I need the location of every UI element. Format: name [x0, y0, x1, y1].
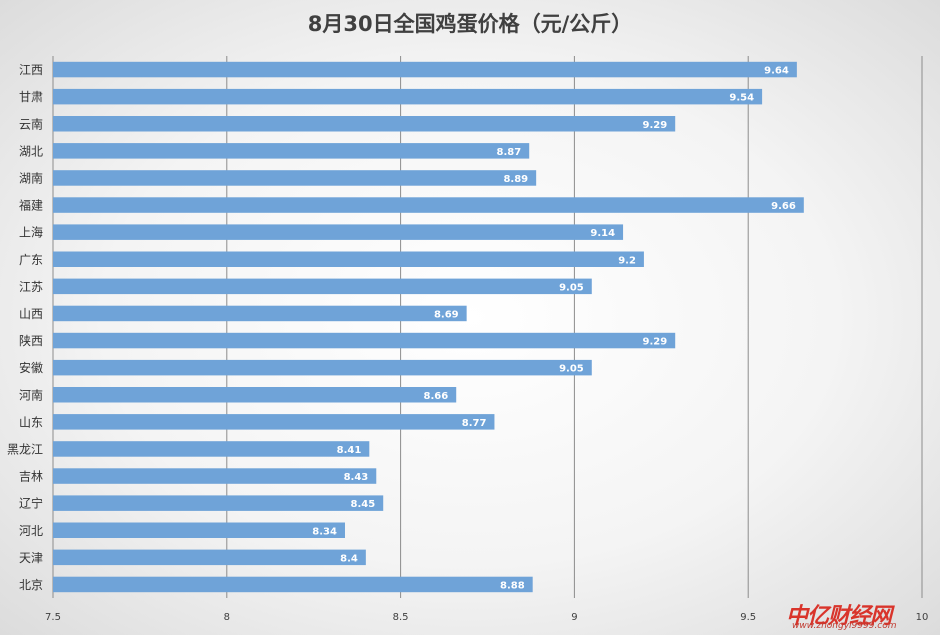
- data-label: 9.14: [590, 228, 615, 239]
- bar: [53, 305, 467, 322]
- data-label: 8.45: [351, 499, 376, 510]
- category-label: 江苏: [19, 280, 43, 294]
- bar: [53, 170, 537, 186]
- data-label: 9.05: [559, 364, 584, 375]
- x-tick-label: 8: [224, 612, 230, 623]
- watermark-brand: 中亿财经网: [786, 604, 892, 629]
- bar: [53, 278, 592, 295]
- bar: [53, 549, 366, 566]
- bar: [53, 522, 345, 538]
- bar: [53, 332, 676, 349]
- bar: [53, 197, 804, 213]
- x-tick-label: 8.5: [393, 612, 409, 623]
- x-tick-label: 9: [571, 612, 577, 623]
- data-label: 8.89: [503, 174, 528, 185]
- bar: [53, 495, 384, 511]
- data-label: 8.43: [344, 472, 369, 483]
- bar: [53, 61, 797, 78]
- category-label: 安徽: [19, 360, 43, 375]
- category-label: 辽宁: [19, 496, 43, 511]
- data-label: 8.87: [497, 147, 522, 158]
- data-label: 8.41: [337, 445, 362, 456]
- category-labels: 江西甘肃云南湖北湖南福建上海广东江苏山西陕西安徽河南山东黑龙江吉林辽宁河北天津北…: [7, 63, 43, 592]
- data-label: 9.29: [643, 337, 668, 348]
- x-tick-label: 10: [916, 612, 929, 623]
- category-label: 福建: [19, 198, 43, 213]
- data-label: 9.54: [729, 93, 754, 104]
- data-label: 8.4: [340, 553, 358, 564]
- data-label: 9.2: [618, 255, 636, 266]
- data-label: 9.64: [764, 66, 789, 77]
- bar: [53, 116, 676, 132]
- watermark-url: www.zhongyi9999.com: [792, 621, 897, 631]
- category-label: 云南: [19, 116, 43, 131]
- chart-title: 8月30日全国鸡蛋价格（元/公斤）: [307, 12, 633, 36]
- bar: [53, 224, 624, 240]
- bar: [53, 468, 377, 484]
- bar: [53, 143, 530, 159]
- data-label: 8.88: [500, 580, 525, 591]
- data-label: 8.77: [462, 418, 487, 429]
- category-label: 广东: [19, 253, 43, 267]
- bar: [53, 88, 763, 105]
- category-label: 北京: [19, 578, 43, 592]
- bar: [53, 414, 495, 430]
- x-tick-label: 9.5: [740, 612, 756, 623]
- data-label: 9.29: [643, 120, 668, 131]
- category-label: 湖南: [19, 170, 43, 185]
- x-tick-labels: 7.5 8 8.5 9 9.5 10: [45, 612, 928, 623]
- category-label: 上海: [19, 225, 43, 240]
- category-label: 吉林: [19, 470, 43, 484]
- bar: [53, 576, 533, 593]
- category-label: 黑龙江: [7, 442, 43, 456]
- bar: [53, 387, 457, 403]
- data-label: 8.69: [434, 309, 459, 320]
- category-label: 江西: [19, 63, 43, 77]
- watermark-logo: 中亿财经网 www.zhongyi9999.com: [786, 598, 936, 632]
- data-label: 9.66: [771, 201, 796, 212]
- data-label: 8.34: [312, 526, 337, 537]
- data-label: 8.66: [424, 391, 449, 402]
- category-label: 甘肃: [19, 90, 43, 104]
- bar: [53, 441, 370, 457]
- category-label: 天津: [19, 551, 43, 565]
- category-label: 河北: [19, 524, 43, 538]
- category-label: 河南: [19, 387, 43, 402]
- bars: 9.64 9.54 9.29 8.87 8.89 9.66 9.14 9.2 9.05 8.69 9…: [53, 61, 804, 593]
- category-label: 山东: [19, 415, 43, 429]
- grid-lines: [52, 56, 923, 598]
- category-label: 湖北: [19, 143, 43, 158]
- bar: [53, 251, 644, 267]
- data-label: 9.05: [559, 282, 584, 293]
- x-tick-label: 7.5: [45, 612, 61, 623]
- category-label: 山西: [19, 307, 43, 321]
- category-label: 陕西: [19, 333, 43, 348]
- bar: [53, 359, 592, 376]
